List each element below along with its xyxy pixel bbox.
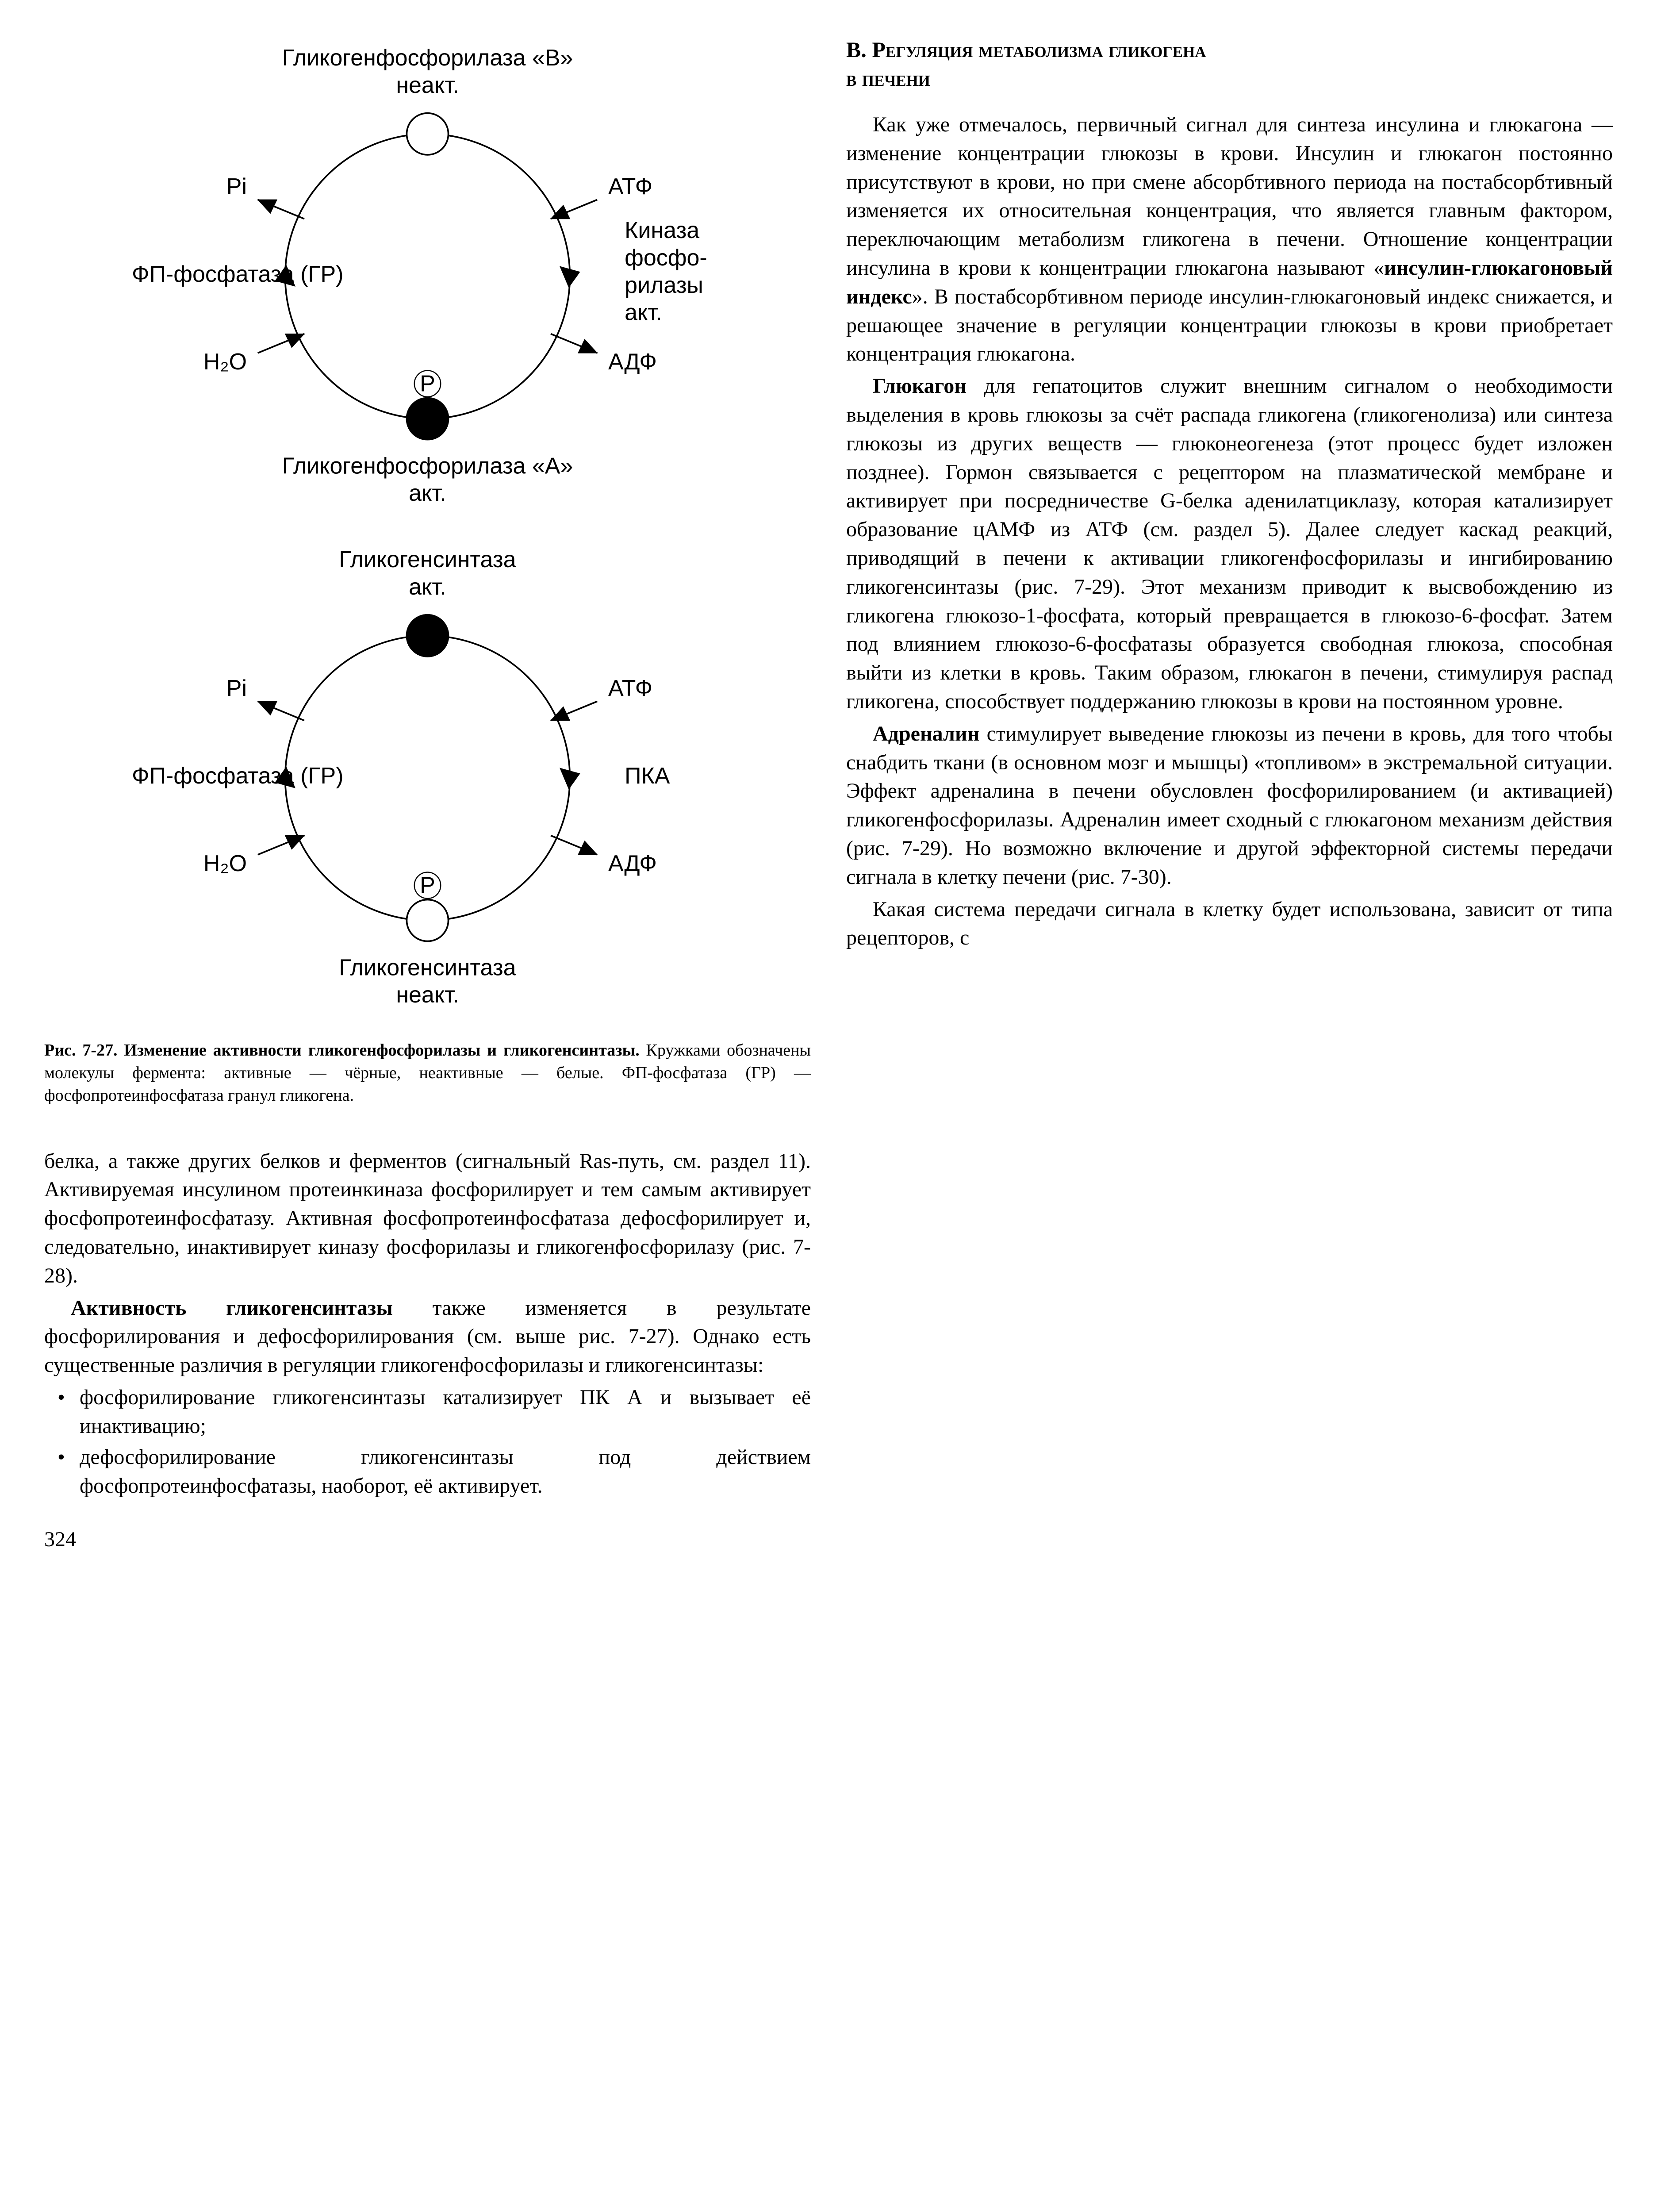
right-p1: Как уже отмечалось, первичный сигнал для… bbox=[846, 111, 1613, 369]
right-p4: Какая система передачи сигнала в клетку … bbox=[846, 895, 1613, 953]
d1-p-badge-text: P bbox=[420, 371, 435, 397]
d2-atp-label: АТФ bbox=[608, 676, 652, 701]
d2-bottom-node bbox=[407, 900, 448, 941]
page-layout: Гликогенфосфорилаза «В» неакт. P bbox=[44, 35, 1613, 1551]
d1-bottom-node bbox=[407, 398, 448, 439]
right-p3-lead: Адреналин bbox=[873, 722, 979, 745]
caption-bold: Рис. 7-27. Изменение активности гликоген… bbox=[44, 1041, 640, 1060]
section-title-l1: В. Регуляция метаболизма гликогена bbox=[846, 37, 1206, 62]
d1-right-enzyme-l2: фосфо- bbox=[625, 245, 707, 271]
d2-top-label-l1: Гликогенсинтаза bbox=[339, 547, 516, 572]
d1-adp-label: АДФ bbox=[608, 349, 657, 375]
d2-right-enzyme: ПКА bbox=[625, 763, 670, 789]
left-p2: Активность гликогенсинтазы также изменяе… bbox=[44, 1294, 811, 1380]
bullet-1: фосфорилирование гликогенсинтазы катализ… bbox=[80, 1383, 811, 1441]
d2-top-node bbox=[407, 615, 448, 657]
d1-right-enzyme-l1: Киназа bbox=[625, 218, 699, 243]
d2-bottom-label-l2: неакт. bbox=[396, 982, 459, 1008]
d2-pi-label: Pi bbox=[226, 676, 247, 701]
left-p1: белка, а также других белков и ферментов… bbox=[44, 1147, 811, 1290]
right-p2-rest: для гепатоцитов служит внешним сигналом … bbox=[846, 374, 1613, 713]
d2-bottom-label-l1: Гликогенсинтаза bbox=[339, 955, 516, 981]
diagram2-svg: Гликогенсинтаза акт. P Pi bbox=[44, 537, 811, 1019]
figure-caption: Рис. 7-27. Изменение активности гликоген… bbox=[44, 1039, 811, 1107]
d1-bottom-label-l1: Гликогенфосфорилаза «А» bbox=[282, 453, 573, 479]
right-p3-rest: стимулирует выведение глюкозы из печени … bbox=[846, 722, 1613, 889]
left-p2-lead: Активность гликогенсинтазы bbox=[71, 1296, 393, 1320]
d1-atp-label: АТФ bbox=[608, 174, 652, 200]
d2-p-badge-text: P bbox=[420, 873, 435, 899]
right-p1-a: Как уже отмечалось, первичный сигнал для… bbox=[846, 113, 1613, 280]
right-p2-lead: Глюкагон bbox=[873, 374, 967, 398]
diagram1-svg: Гликогенфосфорилаза «В» неакт. P bbox=[44, 35, 811, 517]
bullet-2: дефосфорилирование гликогенсинтазы под д… bbox=[80, 1443, 811, 1501]
d2-h2o-label: H₂O bbox=[203, 851, 247, 876]
left-column: Гликогенфосфорилаза «В» неакт. P bbox=[44, 35, 811, 1551]
d1-right-enzyme-l4: акт. bbox=[625, 300, 662, 326]
left-body-text: белка, а также других белков и ферментов… bbox=[44, 1147, 811, 1501]
diagram-synthase-cycle: Гликогенсинтаза акт. P Pi bbox=[44, 537, 811, 1021]
left-bullets: фосфорилирование гликогенсинтазы катализ… bbox=[44, 1383, 811, 1501]
right-p2: Глюкагон для гепатоцитов служит внешним … bbox=[846, 372, 1613, 716]
d1-top-label-l1: Гликогенфосфорилаза «В» bbox=[282, 45, 573, 71]
right-p1-b: ». В постабсорбтивном периоде инсулин-гл… bbox=[846, 285, 1613, 366]
d1-left-enzyme: ФП-фосфатаза (ГР) bbox=[132, 261, 343, 287]
d1-h2o-label: H₂O bbox=[203, 349, 247, 375]
section-title: В. Регуляция метаболизма гликогена в печ… bbox=[846, 35, 1613, 93]
d1-pi-label: Pi bbox=[226, 174, 247, 200]
right-column: В. Регуляция метаболизма гликогена в печ… bbox=[846, 35, 1613, 1551]
diagram-phosphorylase-cycle: Гликогенфосфорилаза «В» неакт. P bbox=[44, 35, 811, 519]
page-number: 324 bbox=[44, 1527, 811, 1551]
d2-adp-label: АДФ bbox=[608, 851, 657, 876]
d2-top-label-l2: акт. bbox=[409, 574, 446, 600]
d1-bottom-label-l2: акт. bbox=[409, 480, 446, 506]
right-p3: Адреналин стимулирует выведение глюкозы … bbox=[846, 720, 1613, 892]
section-title-l2: в печени bbox=[846, 66, 930, 91]
right-body-text: Как уже отмечалось, первичный сигнал для… bbox=[846, 111, 1613, 952]
d1-top-label-l2: неакт. bbox=[396, 73, 459, 98]
d1-top-node bbox=[407, 113, 448, 155]
d1-arrow-right bbox=[560, 266, 580, 287]
d1-right-enzyme-l3: рилазы bbox=[625, 273, 703, 298]
d2-arrow-right bbox=[560, 768, 580, 789]
d2-left-enzyme: ФП-фосфатаза (ГР) bbox=[132, 763, 343, 789]
